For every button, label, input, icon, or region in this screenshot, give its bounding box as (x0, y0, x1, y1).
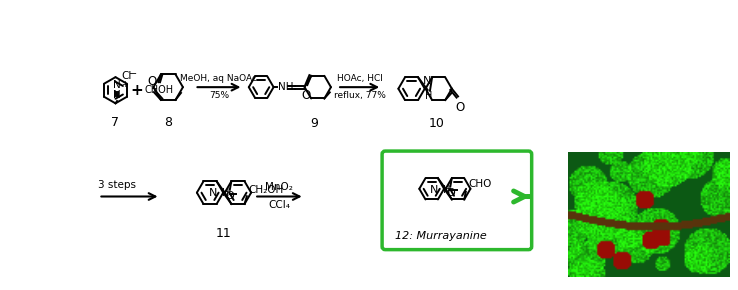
Text: CH₂OH: CH₂OH (249, 185, 283, 195)
Text: 7: 7 (111, 116, 120, 129)
Text: 9: 9 (310, 117, 318, 130)
Text: O: O (301, 89, 311, 102)
Text: +: + (121, 80, 128, 89)
Text: CCl₄: CCl₄ (269, 200, 291, 210)
Text: MeOH, aq NaOAc: MeOH, aq NaOAc (181, 74, 258, 83)
Text: N: N (113, 90, 121, 100)
Text: −: − (128, 70, 137, 79)
Text: N: N (423, 76, 431, 86)
Text: 3 steps: 3 steps (98, 180, 137, 190)
Text: HOAc, HCl: HOAc, HCl (337, 74, 382, 83)
Text: CHOH: CHOH (145, 85, 174, 95)
Text: O: O (446, 188, 455, 198)
Text: MnO₂: MnO₂ (266, 182, 293, 192)
Text: N: N (210, 188, 218, 198)
Text: reflux, 77%: reflux, 77% (334, 91, 385, 100)
Text: H: H (222, 188, 230, 198)
Text: 75%: 75% (209, 91, 229, 100)
Text: NH: NH (278, 82, 294, 92)
Text: 8: 8 (164, 116, 172, 129)
Text: H: H (444, 185, 451, 195)
Text: O: O (225, 191, 234, 201)
Text: O: O (456, 101, 465, 114)
FancyBboxPatch shape (382, 151, 531, 250)
Text: 11: 11 (216, 227, 232, 240)
Text: CHO: CHO (468, 180, 492, 189)
Text: H: H (426, 91, 433, 101)
Text: 12: Murrayanine: 12: Murrayanine (395, 231, 487, 241)
Text: O: O (147, 75, 156, 88)
Text: 10: 10 (429, 117, 444, 130)
Text: N: N (113, 80, 121, 90)
Text: N: N (430, 185, 438, 195)
Text: Cl: Cl (121, 71, 131, 81)
Text: +: + (131, 83, 144, 98)
